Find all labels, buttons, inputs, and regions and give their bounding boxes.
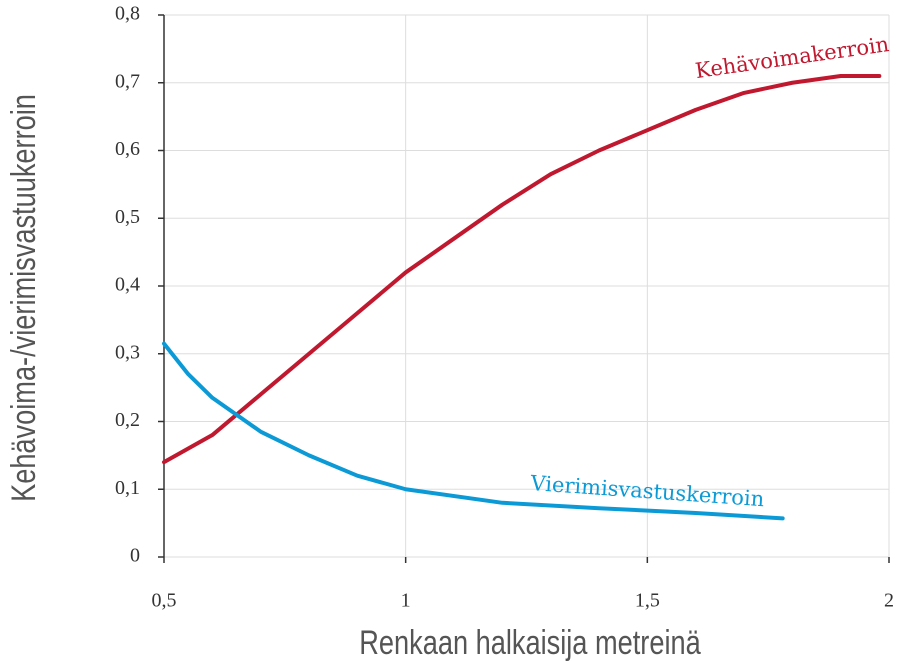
x-tick-label: 0,5: [152, 590, 177, 612]
x-tick-label: 1,5: [635, 590, 660, 612]
y-tick-label: 0,3: [115, 341, 140, 363]
x-tick-label: 2: [884, 590, 894, 612]
x-axis-title: Renkaan halkaisija metreinä: [359, 623, 701, 662]
series-line: [162, 341, 785, 521]
y-tick-label: 0: [130, 545, 140, 567]
y-tick-label: 0,1: [115, 477, 140, 499]
x-tick-label: 1: [401, 590, 411, 612]
y-axis-title: Kehävoima-/vierimisvastuukerroin: [4, 94, 43, 502]
y-tick-label: 0,5: [115, 206, 140, 228]
y-tick-label: 0,6: [115, 138, 140, 160]
y-tick-label: 0,7: [115, 70, 140, 92]
y-tick-label: 0,2: [115, 409, 140, 431]
y-tick-label: 0,4: [115, 274, 140, 296]
series-line: [162, 73, 882, 465]
y-tick-label: 0,8: [115, 3, 140, 25]
